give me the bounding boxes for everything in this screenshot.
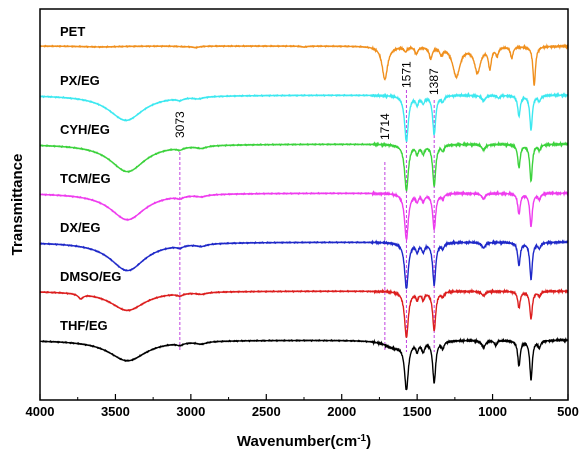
x-tick-label: 500 bbox=[557, 404, 579, 419]
peak-marker-label: 1387 bbox=[427, 68, 441, 95]
series-label: THF/EG bbox=[60, 318, 108, 333]
series-label: TCM/EG bbox=[60, 171, 111, 186]
peak-labels: 3073 1714 1571 1387 bbox=[173, 61, 441, 140]
series-line-pet bbox=[39, 43, 569, 86]
peak-marker-lines bbox=[179, 90, 435, 352]
x-axis-title: Wavenumber(cm-1) bbox=[237, 433, 371, 451]
series-line-thf-eg bbox=[39, 336, 569, 391]
peak-marker-label: 1571 bbox=[399, 61, 413, 88]
series-line-dx-eg bbox=[39, 238, 569, 290]
series-line-px-eg bbox=[39, 91, 569, 142]
y-axis-title: Transmittance bbox=[9, 154, 26, 256]
series-labels: PET PX/EG CYH/EG TCM/EG DX/EG DMSO/EG THF/EG bbox=[60, 24, 121, 333]
x-tick-label: 1000 bbox=[478, 404, 507, 419]
series-line-tcm-eg bbox=[39, 189, 569, 242]
series-line-dmso-eg bbox=[39, 287, 569, 338]
series-line-cyh-eg bbox=[39, 140, 569, 192]
x-tick-label: 3500 bbox=[101, 404, 130, 419]
series-label: DX/EG bbox=[60, 220, 100, 235]
x-tick-label: 2500 bbox=[252, 404, 281, 419]
x-tick-label: 1500 bbox=[403, 404, 432, 419]
series-label: PET bbox=[60, 24, 85, 39]
series-lines bbox=[39, 43, 569, 391]
x-tick-label: 4000 bbox=[26, 404, 55, 419]
peak-marker-label: 1714 bbox=[378, 113, 392, 140]
series-label: DMSO/EG bbox=[60, 269, 121, 284]
series-label: CYH/EG bbox=[60, 122, 110, 137]
peak-marker-label: 3073 bbox=[173, 111, 187, 138]
series-label: PX/EG bbox=[60, 73, 100, 88]
x-tick-label: 3000 bbox=[176, 404, 205, 419]
x-tick-label: 2000 bbox=[327, 404, 356, 419]
x-axis-ticks: 4000 3500 3000 2500 2000 1500 1000 500 bbox=[26, 394, 579, 419]
